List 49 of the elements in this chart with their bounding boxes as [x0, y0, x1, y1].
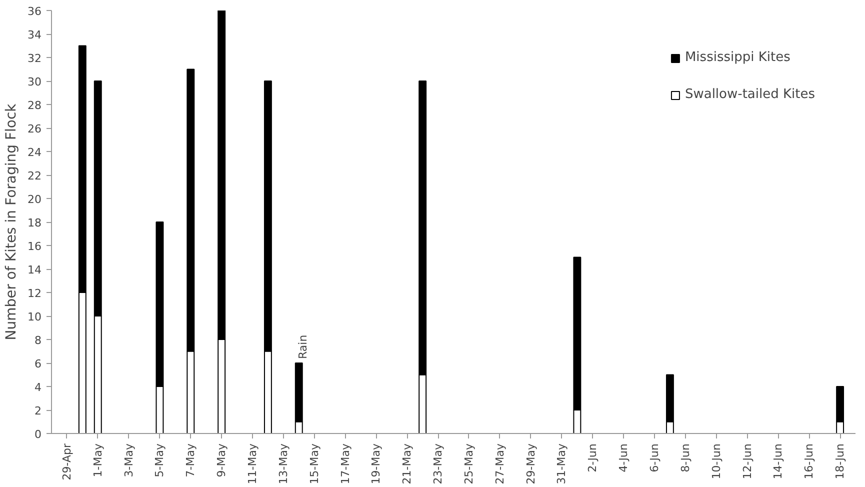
x-tick-label: 16-Jun — [802, 443, 816, 480]
y-tick-label: 20 — [28, 193, 42, 206]
x-tick-label: 9-May — [215, 443, 228, 478]
y-tick-label: 30 — [28, 76, 42, 88]
y-tick-label: 18 — [28, 216, 42, 230]
x-tick-label: 27-May — [493, 443, 506, 484]
x-tick-label: 29-May — [524, 443, 538, 484]
y-tick-label: 4 — [34, 381, 42, 394]
x-tick-label: 2-Jun — [586, 443, 600, 472]
x-tick-label: 23-May — [432, 443, 445, 484]
y-tick-label: 14 — [28, 264, 42, 276]
y-tick-label: 6 — [34, 358, 42, 370]
x-tick-label: 12-Jun — [740, 443, 754, 480]
y-axis-title: Number of Kites in Foraging Flock — [4, 102, 20, 340]
legend-label: Swallow-tailed Kites — [684, 87, 815, 102]
x-tick-label: 21-May — [400, 443, 414, 484]
y-tick-label: 24 — [28, 146, 42, 159]
y-tick-label: 32 — [28, 52, 42, 65]
y-tick-label: 36 — [28, 5, 42, 18]
x-tick-label: 25-May — [462, 443, 476, 484]
x-tick-label: 31-May — [555, 443, 568, 484]
x-tick-label: 6-Jun — [648, 443, 661, 472]
y-tick-label: 16 — [28, 240, 42, 253]
x-tick-label: 3-May — [122, 443, 136, 478]
x-tick-label: 10-Jun — [710, 443, 723, 480]
x-tick-label: 14-Jun — [772, 443, 785, 480]
x-tick-label: 4-Jun — [617, 443, 630, 472]
x-tick-label: 18-Jun — [834, 443, 847, 480]
x-tick-label: 29-Apr — [60, 443, 74, 480]
y-tick-label: 26 — [28, 122, 42, 136]
legend-label: Mississippi Kites — [684, 50, 790, 65]
x-tick-label: 7-May — [184, 443, 198, 478]
x-tick-label: 5-May — [153, 443, 166, 478]
y-tick-label: 12 — [28, 287, 42, 300]
y-tick-label: 10 — [28, 310, 42, 324]
y-tick-label: 2 — [34, 404, 42, 418]
annotation: Rain — [296, 334, 310, 359]
x-tick-label: 13-May — [276, 443, 290, 484]
y-tick-label: 34 — [28, 28, 42, 42]
y-tick-label: 0 — [34, 428, 42, 441]
y-tick-label: 8 — [34, 334, 42, 347]
y-tick-label: 28 — [28, 99, 42, 112]
x-tick-label: 8-Jun — [678, 443, 692, 472]
y-tick-label: 22 — [28, 170, 42, 182]
x-tick-label: 19-May — [370, 443, 383, 484]
x-tick-label: 15-May — [308, 443, 321, 484]
x-tick-label: 1-May — [91, 443, 104, 478]
x-tick-label: 11-May — [246, 443, 259, 484]
x-tick-label: 17-May — [338, 443, 352, 484]
